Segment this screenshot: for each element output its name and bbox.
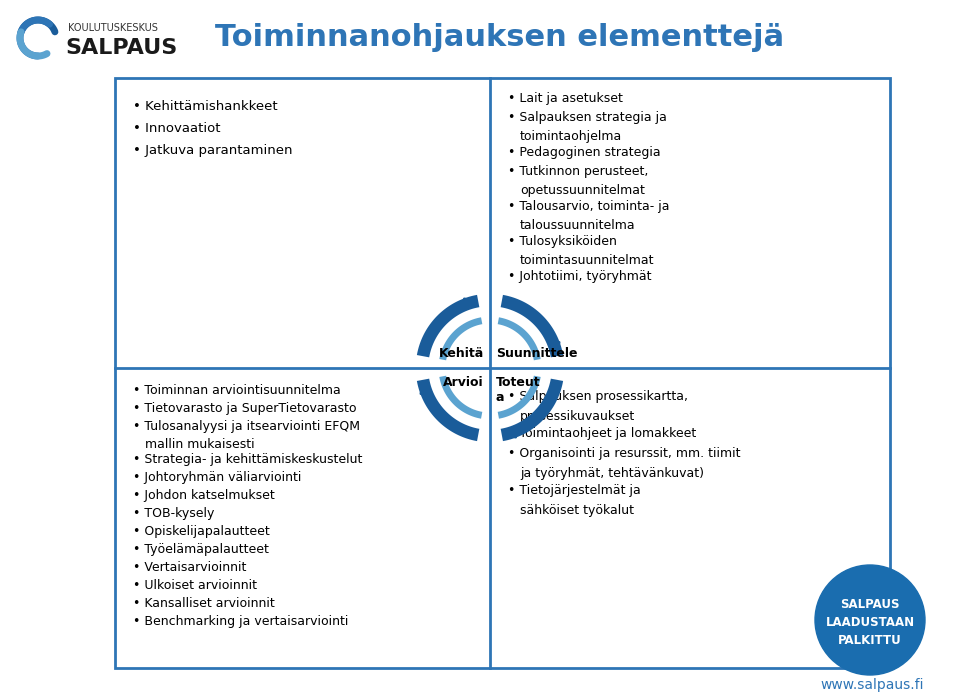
- Circle shape: [815, 565, 925, 675]
- Text: • Pedagoginen strategia: • Pedagoginen strategia: [508, 146, 660, 159]
- Text: LAADUSTAAN: LAADUSTAAN: [826, 615, 915, 629]
- Text: Kehitä: Kehitä: [439, 347, 484, 360]
- Text: sähköiset työkalut: sähköiset työkalut: [520, 504, 634, 517]
- Text: • Vertaisarvioinnit: • Vertaisarvioinnit: [133, 561, 247, 574]
- Text: • Toimintaohjeet ja lomakkeet: • Toimintaohjeet ja lomakkeet: [508, 427, 696, 440]
- Text: • Tulosanalyysi ja itsearviointi EFQM: • Tulosanalyysi ja itsearviointi EFQM: [133, 420, 360, 433]
- Text: • TOB-kysely: • TOB-kysely: [133, 507, 214, 520]
- Text: ja työryhmät, tehtävänkuvat): ja työryhmät, tehtävänkuvat): [520, 467, 704, 480]
- Text: toimintaohjelma: toimintaohjelma: [520, 130, 622, 143]
- Text: • Jatkuva parantaminen: • Jatkuva parantaminen: [133, 144, 293, 157]
- Text: • Kehittämishankkeet: • Kehittämishankkeet: [133, 100, 277, 113]
- Text: PALKITTU: PALKITTU: [838, 634, 901, 647]
- Text: • Innovaatiot: • Innovaatiot: [133, 122, 221, 135]
- Text: • Organisointi ja resurssit, mm. tiimit: • Organisointi ja resurssit, mm. tiimit: [508, 447, 740, 460]
- Text: taloussuunnitelma: taloussuunnitelma: [520, 219, 636, 232]
- Text: Toteut
a: Toteut a: [496, 376, 540, 404]
- Text: • Salpauksen strategia ja: • Salpauksen strategia ja: [508, 111, 667, 124]
- Text: • Tulosyksiköiden: • Tulosyksiköiden: [508, 235, 617, 248]
- Text: • Opiskelijapalautteet: • Opiskelijapalautteet: [133, 525, 270, 538]
- Text: • Kansalliset arvioinnit: • Kansalliset arvioinnit: [133, 597, 275, 610]
- Text: Suunnittele: Suunnittele: [496, 347, 578, 360]
- Text: prosessikuvaukset: prosessikuvaukset: [520, 410, 636, 423]
- Text: mallin mukaisesti: mallin mukaisesti: [145, 438, 254, 451]
- Text: • Ulkoiset arvioinnit: • Ulkoiset arvioinnit: [133, 579, 257, 592]
- Text: • Salpauksen prosessikartta,: • Salpauksen prosessikartta,: [508, 390, 688, 403]
- Text: SALPAUS: SALPAUS: [840, 598, 900, 610]
- Text: • Johdon katselmukset: • Johdon katselmukset: [133, 489, 275, 502]
- Text: Toiminnanohjauksen elementtejä: Toiminnanohjauksen elementtejä: [215, 24, 784, 52]
- Text: • Toiminnan arviointisuunnitelma: • Toiminnan arviointisuunnitelma: [133, 384, 341, 397]
- Text: • Tietovarasto ja SuperTietovarasto: • Tietovarasto ja SuperTietovarasto: [133, 402, 356, 415]
- Text: toimintasuunnitelmat: toimintasuunnitelmat: [520, 254, 655, 267]
- Text: SALPAUS: SALPAUS: [65, 38, 178, 58]
- Bar: [115, 78, 890, 668]
- Text: • Strategia- ja kehittämiskeskustelut: • Strategia- ja kehittämiskeskustelut: [133, 453, 362, 466]
- Text: • Lait ja asetukset: • Lait ja asetukset: [508, 92, 623, 105]
- Text: opetussuunnitelmat: opetussuunnitelmat: [520, 184, 645, 197]
- Text: • Tietojärjestelmät ja: • Tietojärjestelmät ja: [508, 484, 640, 497]
- Text: Arvioi: Arvioi: [444, 376, 484, 389]
- Text: • Työelämäpalautteet: • Työelämäpalautteet: [133, 543, 269, 556]
- Text: • Johtotiimi, työryhmät: • Johtotiimi, työryhmät: [508, 270, 652, 283]
- Text: • Tutkinnon perusteet,: • Tutkinnon perusteet,: [508, 165, 648, 178]
- Text: • Johtoryhmän väliarviointi: • Johtoryhmän väliarviointi: [133, 471, 301, 484]
- Text: www.salpaus.fi: www.salpaus.fi: [820, 678, 924, 692]
- Text: • Benchmarking ja vertaisarviointi: • Benchmarking ja vertaisarviointi: [133, 615, 348, 628]
- Text: • Talousarvio, toiminta- ja: • Talousarvio, toiminta- ja: [508, 200, 669, 213]
- Text: KOULUTUSKESKUS: KOULUTUSKESKUS: [68, 23, 157, 33]
